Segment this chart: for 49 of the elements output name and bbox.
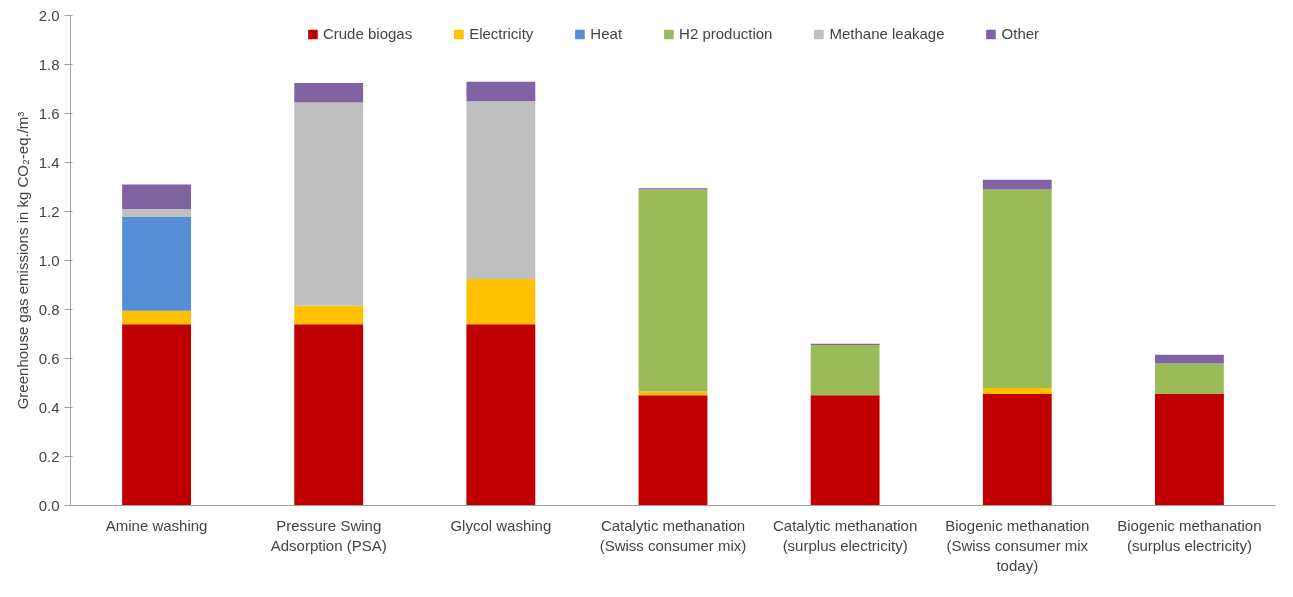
bar (982, 189, 1052, 388)
bar (638, 395, 708, 506)
bar (638, 189, 708, 392)
bar (466, 81, 536, 102)
y-tick-label: 0.2 (38, 447, 60, 465)
bar (982, 394, 1052, 506)
y-tick-label: 1.0 (38, 251, 60, 269)
x-tick-label: Catalytic methanation (Swiss consumer mix) (599, 516, 747, 554)
y-axis-title: Greenhouse gas emissions in kg CO₂-eq./m³ (13, 111, 31, 410)
y-tick-label: 0.8 (38, 300, 60, 318)
bar (122, 184, 191, 210)
bar (122, 310, 191, 325)
legend-label: Crude biogas (322, 25, 413, 42)
bar (294, 82, 364, 103)
bar (294, 324, 364, 506)
bar (810, 395, 880, 506)
legend-label: Heat (590, 25, 623, 42)
x-tick-label: Biogenic methanation (surplus electricity) (1117, 516, 1262, 554)
bar (122, 324, 191, 506)
bar (294, 102, 364, 306)
x-tick-label: Glycol washing (450, 516, 552, 534)
x-tick-label: Amine washing (105, 516, 208, 534)
bar (982, 179, 1052, 190)
bar (122, 209, 191, 217)
legend-label: Other (1001, 25, 1040, 42)
bar (1155, 363, 1224, 395)
bar (466, 278, 536, 325)
x-tick-label: Pressure Swing Adsorption (PSA) (270, 516, 387, 554)
bar (466, 324, 536, 506)
y-tick-label: 1.4 (38, 153, 60, 171)
x-tick-label: Catalytic methanation (surplus electricity) (773, 516, 918, 554)
y-tick-label: 1.2 (38, 202, 60, 220)
y-tick-label: 1.8 (38, 55, 60, 73)
y-tick-label: 0.0 (38, 496, 60, 514)
y-tick-label: 0.4 (38, 398, 60, 416)
bar (294, 305, 364, 325)
bar (982, 387, 1052, 395)
legend-label: H2 production (679, 25, 773, 42)
y-tick-label: 1.6 (38, 104, 60, 122)
bar (810, 345, 880, 396)
y-tick-label: 2.0 (38, 6, 60, 24)
bar (1155, 394, 1224, 506)
bar (466, 101, 536, 279)
legend-label: Electricity (469, 25, 534, 42)
bar (1155, 354, 1224, 364)
y-tick-label: 0.6 (38, 349, 60, 367)
x-tick-label: Biogenic methanation (Swiss consumer mix today) (945, 516, 1090, 575)
legend-label: Methane leakage (829, 25, 945, 42)
bar (122, 216, 191, 311)
